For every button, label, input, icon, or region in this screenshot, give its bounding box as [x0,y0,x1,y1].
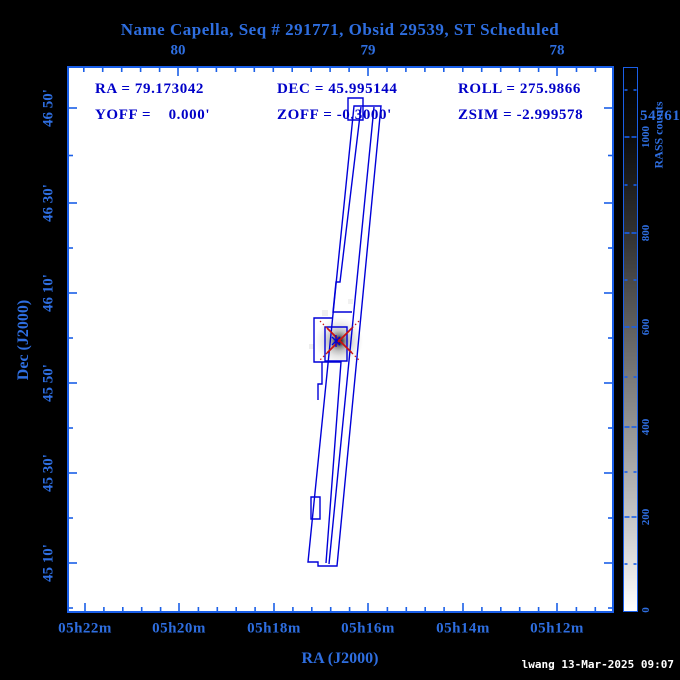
colorbar-tick-label: 600 [640,318,652,336]
sky-map-canvas [67,66,614,613]
pointing-info-text: DEC = 45.995144 [277,81,398,97]
left-tick-label: 46 50' [40,89,57,127]
colorbar-tick-label: 1000 [640,126,652,148]
y-axis-label: Dec (J2000) [15,299,32,381]
bottom-tick-label: 05h18m [247,620,301,637]
bottom-tick-label: 05h16m [341,620,395,637]
left-tick-label: 45 10' [40,544,57,582]
colorbar-tick-label: 0 [640,607,652,613]
pointing-info-text: YOFF = 0.000' [95,107,211,123]
pointing-info-text: RA = 79.173042 [95,81,205,97]
top-tick-label: 80 [170,42,186,59]
left-tick-label: 46 10' [40,274,57,312]
colorbar-tick-label: 200 [640,508,652,526]
plot-title: Name Capella, Seq # 291771, Obsid 29539,… [120,20,560,39]
colorbar-tick-label: 400 [640,418,652,436]
pointing-info-text: ZSIM = -2.999578 [458,107,584,123]
left-tick-label: 46 30' [40,184,57,222]
colorbar-label: RASS counts [651,101,666,169]
bottom-tick-label: 05h22m [58,620,112,637]
left-tick-label: 45 50' [40,364,57,402]
left-tick-label: 45 30' [40,454,57,492]
credit-timestamp: lwang 13-Mar-2025 09:07 [521,658,674,671]
colorbar-tick-label: 800 [640,224,652,242]
top-tick-label: 78 [549,42,565,59]
top-tick-label: 79 [360,42,376,59]
x-axis-label: RA (J2000) [301,650,379,667]
pointing-info-text: ZOFF = -0.3000' [277,107,392,123]
colorbar-gradient [623,67,638,612]
bottom-tick-label: 05h12m [530,620,584,637]
bottom-tick-label: 05h20m [152,620,206,637]
zsim-overflow-text: 54761 [640,108,680,124]
pointing-info-text: ROLL = 275.9866 [458,81,581,97]
bottom-tick-label: 05h14m [436,620,490,637]
